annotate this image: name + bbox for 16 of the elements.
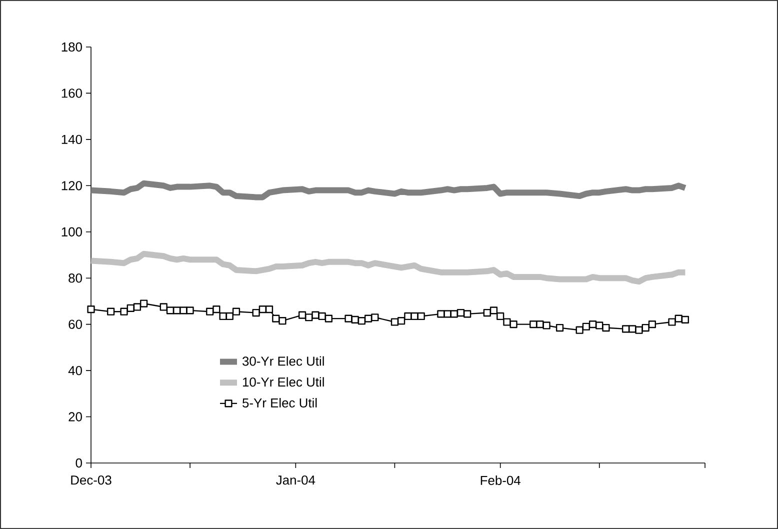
y-tick-label: 120 [62, 181, 82, 190]
legend-label: 30-Yr Elec Util [242, 356, 324, 366]
x-tick-label: Dec-03 [71, 476, 112, 485]
y-tick-label: 160 [62, 88, 82, 98]
x-tick-label: Feb-04 [480, 476, 520, 486]
legend-label: 10-Yr Elec Util [242, 377, 324, 387]
y-tick-label: 0 [76, 458, 82, 468]
legend-label: 5-Yr Elec Util [242, 398, 317, 408]
y-tick-label: 60 [68, 320, 82, 329]
y-tick-label: 80 [68, 274, 82, 283]
x-tick-label: Jan-04 [276, 476, 316, 485]
y-tick-label: 100 [62, 227, 82, 236]
y-tick-label: 140 [62, 134, 82, 144]
y-tick-label: 40 [68, 366, 82, 376]
y-tick-label: 180 [62, 42, 82, 52]
y-tick-label: 20 [68, 412, 82, 422]
